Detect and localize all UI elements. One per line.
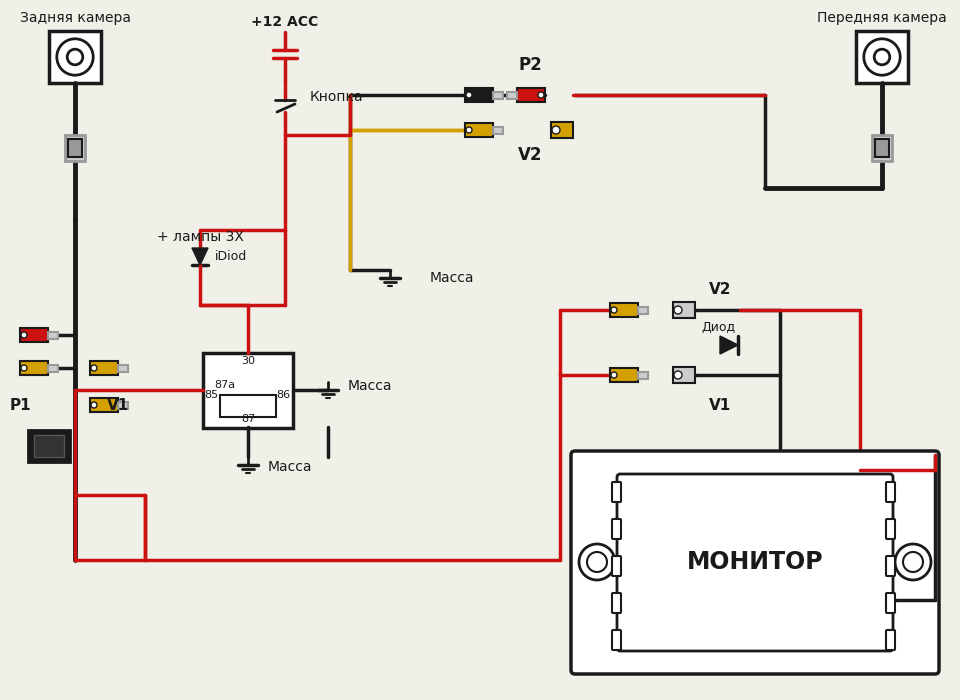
Circle shape — [21, 332, 27, 338]
Bar — [34, 435, 64, 457]
Circle shape — [895, 544, 931, 580]
FancyBboxPatch shape — [612, 630, 621, 650]
FancyBboxPatch shape — [612, 593, 621, 613]
Circle shape — [579, 544, 615, 580]
Circle shape — [466, 127, 472, 133]
Bar — [20, 328, 48, 342]
Circle shape — [903, 552, 923, 572]
Bar — [507, 92, 517, 99]
Text: 85: 85 — [204, 390, 218, 400]
Text: V2: V2 — [517, 146, 542, 164]
Circle shape — [57, 38, 93, 75]
Circle shape — [587, 552, 607, 572]
FancyBboxPatch shape — [617, 474, 893, 651]
FancyBboxPatch shape — [886, 519, 895, 539]
Text: + лампы 3X: + лампы 3X — [156, 230, 244, 244]
Bar — [610, 303, 638, 317]
Text: +12 ACC: +12 ACC — [252, 15, 319, 29]
Circle shape — [552, 126, 560, 134]
Circle shape — [67, 49, 83, 65]
Bar — [48, 365, 58, 372]
Circle shape — [538, 92, 544, 98]
Circle shape — [875, 49, 890, 65]
Circle shape — [91, 402, 97, 408]
FancyBboxPatch shape — [612, 482, 621, 502]
Text: V2: V2 — [708, 283, 732, 298]
Text: V1: V1 — [708, 398, 732, 412]
Polygon shape — [720, 336, 738, 354]
Bar — [517, 88, 545, 102]
Bar — [203, 353, 293, 428]
Circle shape — [674, 371, 682, 379]
Text: 87a: 87a — [214, 380, 235, 390]
Bar — [28, 430, 70, 462]
FancyBboxPatch shape — [612, 519, 621, 539]
Bar — [872, 135, 892, 161]
Circle shape — [91, 365, 97, 371]
Bar — [673, 367, 695, 383]
Circle shape — [864, 38, 900, 75]
Bar — [48, 332, 58, 339]
Text: P2: P2 — [518, 56, 541, 74]
Bar — [610, 368, 638, 382]
Circle shape — [611, 372, 617, 378]
Bar — [68, 139, 82, 157]
Bar — [638, 372, 648, 379]
Circle shape — [466, 92, 472, 98]
Bar — [465, 88, 493, 102]
Text: Передняя камера: Передняя камера — [817, 11, 947, 25]
Polygon shape — [192, 248, 208, 265]
Text: МОНИТОР: МОНИТОР — [686, 550, 824, 574]
FancyBboxPatch shape — [886, 482, 895, 502]
Bar — [90, 361, 118, 375]
Circle shape — [674, 306, 682, 314]
Bar — [551, 122, 573, 138]
Text: 30: 30 — [241, 356, 255, 366]
Text: Задняя камера: Задняя камера — [19, 11, 131, 25]
Bar — [493, 92, 503, 99]
Bar — [493, 127, 503, 134]
Bar — [465, 123, 493, 137]
Text: Диод: Диод — [701, 321, 735, 333]
Text: Кнопка: Кнопка — [310, 90, 364, 104]
FancyBboxPatch shape — [571, 451, 939, 674]
Bar — [118, 402, 128, 409]
Bar — [49, 31, 101, 83]
Text: Масса: Масса — [348, 379, 393, 393]
Bar — [875, 139, 889, 157]
Bar — [638, 307, 648, 314]
Text: Масса: Масса — [430, 271, 474, 285]
Bar — [673, 302, 695, 318]
Text: iDiod: iDiod — [215, 251, 248, 263]
Bar — [65, 135, 85, 161]
Bar — [90, 398, 118, 412]
Text: Масса: Масса — [268, 460, 313, 474]
Text: P1: P1 — [10, 398, 31, 412]
FancyBboxPatch shape — [612, 556, 621, 576]
FancyBboxPatch shape — [886, 630, 895, 650]
Circle shape — [611, 307, 617, 313]
Text: 86: 86 — [276, 390, 290, 400]
Bar — [220, 395, 276, 417]
Bar — [20, 361, 48, 375]
Circle shape — [21, 365, 27, 371]
FancyBboxPatch shape — [886, 593, 895, 613]
Bar — [118, 365, 128, 372]
Text: V1: V1 — [107, 398, 130, 412]
Text: 87: 87 — [241, 414, 255, 424]
FancyBboxPatch shape — [886, 556, 895, 576]
Bar — [856, 31, 908, 83]
